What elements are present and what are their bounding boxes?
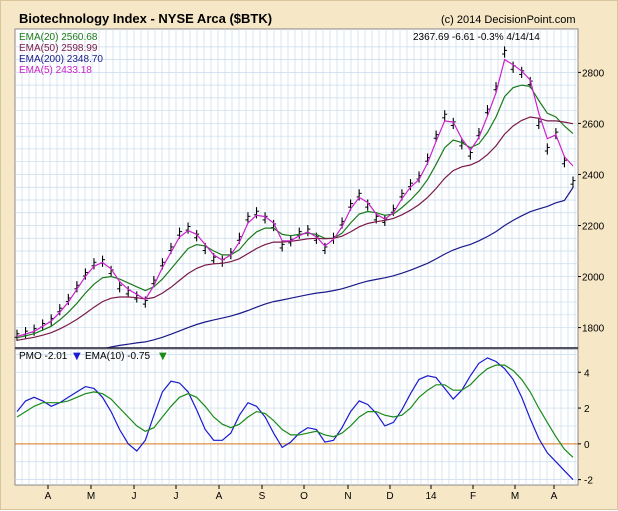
pmo-series — [15, 357, 578, 481]
series-line-ema20 — [16, 84, 574, 339]
ema10-down-arrow: ▼ — [159, 351, 167, 362]
x-tick-label: N — [344, 491, 351, 502]
last-price-info: 2367.69 -6.61 -0.3% 4/14/14 — [413, 32, 540, 43]
price-y-tick-label: 2400 — [582, 170, 605, 181]
price-grid — [15, 29, 578, 348]
chart-title: Biotechnology Index - NYSE Arca ($BTK) — [19, 11, 272, 26]
chart-copyright: (c) 2014 DecisionPoint.com — [441, 14, 576, 26]
x-tick-label: A — [216, 491, 223, 502]
x-tick-label: D — [386, 491, 393, 502]
x-tick-label: J — [174, 491, 179, 502]
legend-pmo-ema10: EMA(10) -0.75 — [85, 351, 150, 362]
x-tick-label: F — [470, 491, 476, 502]
pmo-line-pmo — [16, 357, 574, 481]
price-y-tick-label: 2800 — [582, 68, 605, 79]
pmo-y-tick-label: 2 — [584, 404, 590, 415]
x-tick-label: A — [551, 491, 558, 502]
pmo-y-tick-label: 0 — [584, 440, 590, 451]
price-y-tick-label: 2600 — [582, 119, 605, 130]
x-tick-label: M — [87, 491, 95, 502]
x-tick-label: S — [259, 491, 266, 502]
price-y-tick-label: 2000 — [582, 273, 605, 284]
price-y-tick-label: 2200 — [582, 222, 605, 233]
pmo-panel-bg — [14, 348, 579, 486]
pmo-line-ema10 — [16, 364, 574, 458]
x-tick-label: A — [45, 491, 52, 502]
x-tick-label: 14 — [425, 491, 437, 502]
series-line-ema5 — [16, 58, 574, 338]
x-ticks: A M J J A S O N D 14 F M A — [45, 485, 558, 502]
price-panel: 1800 2000 2200 2400 2600 2800 2367.69 -6.61 -… — [14, 28, 605, 369]
pmo-down-arrow: ▼ — [73, 351, 81, 362]
legend-ema20: EMA(20) 2560.68 — [19, 32, 98, 43]
price-panel-bg — [14, 28, 579, 349]
legend-ema5: EMA(5) 2433.18 — [19, 65, 92, 76]
price-y-ticks: 1800 2000 2200 2400 2600 2800 — [578, 68, 605, 335]
legend-ema200: EMA(200) 2348.70 — [19, 54, 103, 65]
series-line-ema50 — [16, 116, 574, 341]
pmo-y-tick-label: 4 — [584, 368, 590, 379]
price-series — [14, 46, 578, 369]
price-y-tick-label: 1800 — [582, 324, 605, 335]
x-tick-label: M — [511, 491, 519, 502]
pmo-y-tick-label: -2 — [584, 476, 593, 487]
x-tick-label: O — [300, 491, 308, 502]
pmo-y-ticks: -2 0 2 4 — [578, 368, 593, 487]
legend-ema50: EMA(50) 2598.99 — [19, 43, 98, 54]
legend-pmo: PMO -2.01 — [19, 351, 68, 362]
x-tick-label: J — [132, 491, 137, 502]
pmo-panel: -2 0 2 4 PMO -2.01 ▼ EMA(10) -0.75 ▼ — [14, 348, 593, 487]
